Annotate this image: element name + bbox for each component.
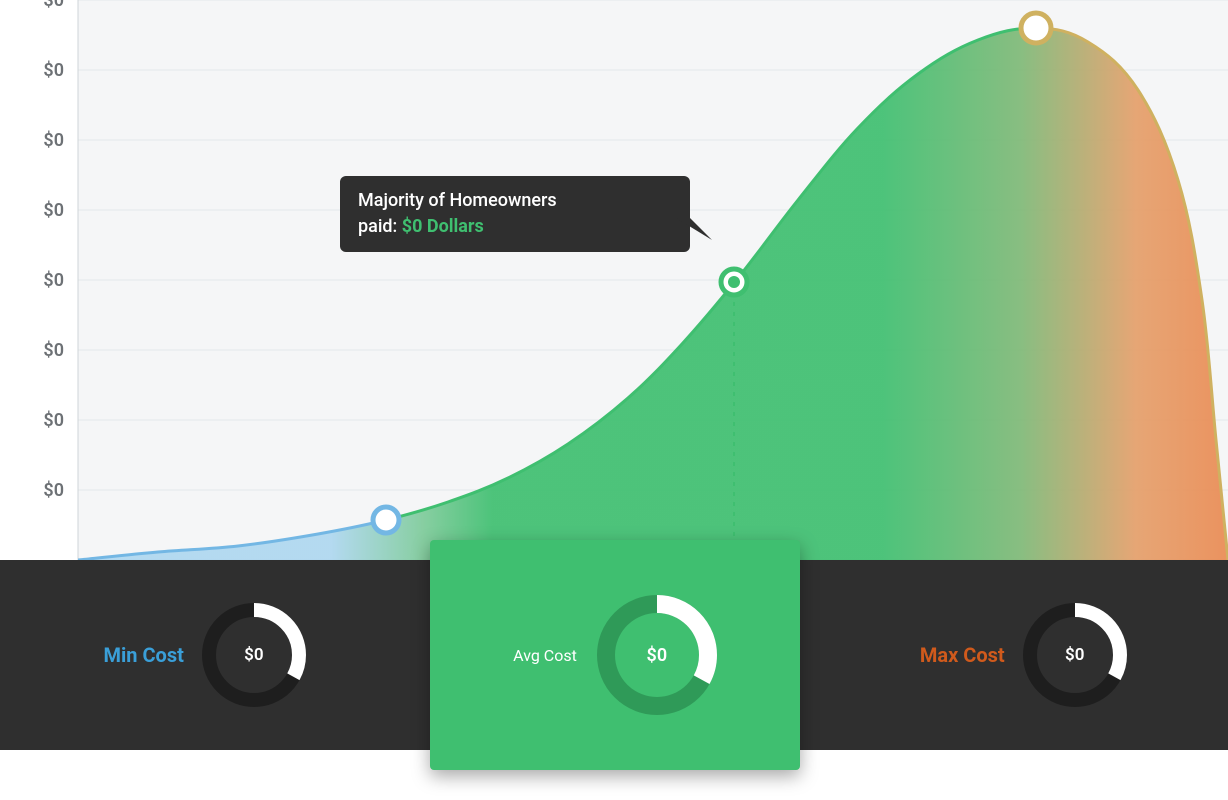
donut-value: $0 <box>1023 603 1127 707</box>
y-axis-label: $0 <box>43 340 64 361</box>
y-axis-label: $0 <box>43 60 64 81</box>
donut-value: $0 <box>597 595 717 715</box>
y-axis-label: $0 <box>43 270 64 291</box>
y-axis-label: $0 <box>43 130 64 151</box>
max-cost-card: Max Cost $0 <box>819 560 1228 750</box>
y-axis-label: $0 <box>43 480 64 501</box>
y-axis-label: $0 <box>43 0 64 11</box>
max-cost-label: Max Cost <box>920 643 1005 667</box>
donut-gauge: $0 <box>1023 603 1127 707</box>
min-cost-label: Min Cost <box>103 643 183 667</box>
min-cost-card: Min Cost $0 <box>0 560 409 750</box>
y-axis-label: $0 <box>43 410 64 431</box>
cost-chart: $0 $0 $0 $0 $0 $0 $0 $0 Majority of Homeowners pa… <box>0 0 1228 800</box>
donut-gauge: $0 <box>597 595 717 715</box>
avg-cost-label: Avg Cost <box>513 646 577 665</box>
y-axis-label: $0 <box>43 200 64 221</box>
min-marker <box>373 507 399 533</box>
tooltip: Majority of Homeowners paid: $0 Dollars <box>340 176 712 252</box>
avg-marker <box>721 269 747 295</box>
avg-cost-card: Avg Cost $0 <box>430 540 800 770</box>
tooltip-line1: Majority of Homeowners <box>358 190 557 211</box>
donut-value: $0 <box>202 603 306 707</box>
tooltip-line2: paid: $0 Dollars <box>358 216 484 237</box>
donut-gauge: $0 <box>202 603 306 707</box>
max-marker <box>1021 13 1051 43</box>
